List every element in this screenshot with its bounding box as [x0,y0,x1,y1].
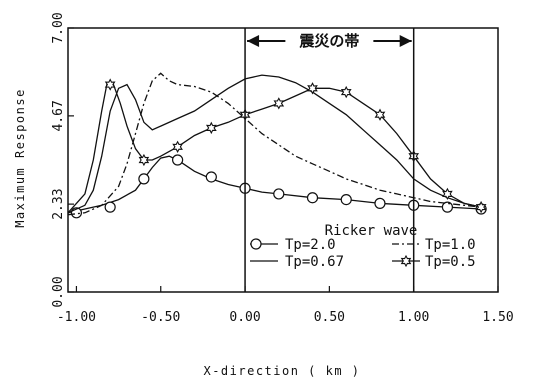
band-arrow-left-head [247,35,260,47]
x-tick-label: -1.00 [57,310,96,325]
data-point-circle [340,194,352,206]
data-point-star [374,108,386,121]
plot-frame [67,27,499,293]
series-line-1 [67,155,482,214]
y-tick-label: 7.00 [51,12,66,43]
data-point-circle [138,173,150,185]
data-point-star [205,121,217,135]
band-label: 震災の帯 [299,32,359,50]
x-tick-label: 1.00 [398,310,429,325]
data-point-star [138,153,150,167]
data-point-star [442,187,453,201]
data-point-star [172,140,183,153]
legend-title: Ricker wave [325,223,418,239]
legend-marker-star [400,254,412,268]
legend-marker-circle [250,238,262,250]
series-line-3 [67,74,482,214]
data-point-star [273,97,285,110]
data-point-circle [205,171,217,183]
legend-label-1: Tp=2.0 [285,237,336,253]
legend-label-3: Tp=0.67 [285,254,344,270]
data-point-circle [306,192,319,204]
x-axis-label: X-direction ( km ) [203,364,360,378]
data-point-circle [273,188,285,200]
legend-label-2: Tp=1.0 [425,237,476,253]
data-point-star [307,82,318,95]
x-tick-label: -0.50 [141,310,180,325]
band-arrow-right-head [399,35,412,47]
x-tick-label: 0.00 [229,310,260,325]
y-tick-label: 4.67 [51,100,66,131]
data-point-circle [441,201,454,213]
data-point-circle [172,154,184,166]
data-point-circle [374,197,386,209]
data-point-star [475,200,487,214]
y-tick-label: 2.33 [51,188,66,219]
x-tick-label: 1.50 [482,310,513,325]
data-point-circle [104,201,116,213]
y-tick-label: 0.00 [51,276,66,307]
legend-label-4: Tp=0.5 [425,254,476,270]
x-tick-label: 0.50 [314,310,345,325]
y-axis-label: Maximum Response [13,88,27,228]
data-point-star [340,85,352,99]
data-point-star [104,78,116,91]
